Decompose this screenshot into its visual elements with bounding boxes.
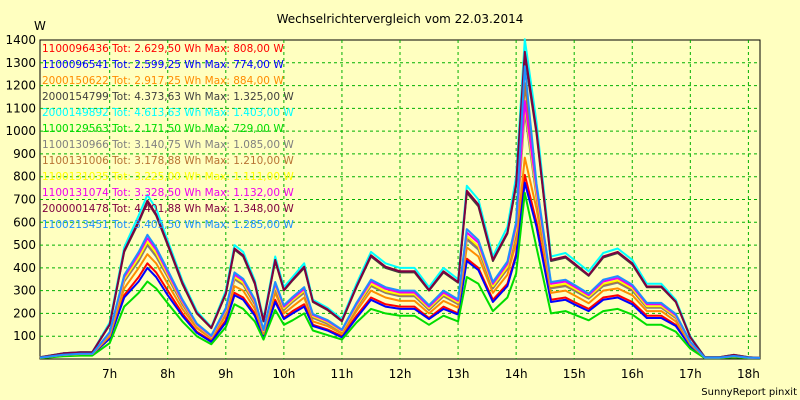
- legend-entry: 1100129563 Tot: 2.171,50 Wh Max: 729,00 …: [42, 123, 284, 135]
- legend: 1100096436 Tot: 2.629,50 Wh Max: 808,00 …: [42, 43, 294, 231]
- x-tick-label: 17h: [679, 367, 702, 381]
- y-tick-label: 1300: [5, 56, 36, 70]
- y-axis: 100 200 300 400 500 600 700 800 900 1000 1100 1200 1…: [5, 33, 36, 343]
- y-tick-label: 1100: [5, 101, 36, 115]
- chart-title: Wechselrichtervergleich vom 22.03.2014: [277, 12, 524, 26]
- x-tick-label: 10h: [272, 367, 295, 381]
- y-unit-label: W: [34, 19, 46, 33]
- legend-entry: 1100096436 Tot: 2.629,50 Wh Max: 808,00 …: [42, 43, 284, 55]
- credit-label: SunnyReport pinxit: [701, 387, 797, 398]
- x-tick-label: 15h: [563, 367, 586, 381]
- x-tick-label: 7h: [102, 367, 117, 381]
- grid-lines: [40, 40, 760, 359]
- x-tick-label: 8h: [160, 367, 175, 381]
- series-line: [39, 50, 761, 359]
- legend-entry: 2000154799 Tot: 4.373,63 Wh Max: 1.325,0…: [42, 91, 294, 103]
- legend-entry: 1100131006 Tot: 3.178,88 Wh Max: 1.210,0…: [42, 155, 294, 167]
- y-tick-label: 400: [13, 261, 36, 275]
- x-tick-label: 14h: [505, 367, 528, 381]
- legend-entry: 1100131074 Tot: 3.328,50 Wh Max: 1.132,0…: [42, 187, 294, 199]
- y-tick-label: 200: [13, 306, 36, 320]
- legend-entry: 1100131035 Tot: 3.225,00 Wh Max: 1.111,0…: [42, 171, 294, 183]
- x-tick-label: 18h: [737, 367, 760, 381]
- y-tick-label: 1400: [5, 33, 36, 47]
- legend-entry: 2000001478 Tot: 4.401,88 Wh Max: 1.348,0…: [42, 203, 294, 215]
- y-tick-label: 900: [13, 147, 36, 161]
- y-tick-label: 300: [13, 284, 36, 298]
- y-tick-label: 500: [13, 238, 36, 252]
- x-tick-label: 13h: [447, 367, 470, 381]
- x-axis: 7h 8h 9h 10h 11h 12h 13h 14h 15h 16h 17h 18h: [102, 367, 760, 381]
- series-line: [39, 65, 761, 359]
- series-line: [39, 181, 760, 359]
- legend-entry: 1100096541 Tot: 2.599,25 Wh Max: 774,00 …: [42, 59, 284, 71]
- y-tick-label: 1000: [5, 124, 36, 138]
- legend-entry: 1100213451 Tot: 3.405,50 Wh Max: 1.285,0…: [42, 219, 294, 231]
- y-tick-label: 700: [13, 193, 36, 207]
- x-tick-label: 12h: [389, 367, 412, 381]
- legend-entry: 1100130966 Tot: 3.140,75 Wh Max: 1.085,0…: [42, 139, 294, 151]
- y-tick-label: 1200: [5, 79, 36, 93]
- y-tick-label: 600: [13, 215, 36, 229]
- x-tick-label: 11h: [330, 367, 353, 381]
- x-tick-label: 9h: [218, 367, 233, 381]
- legend-entry: 2000149892 Tot: 4.613,63 Wh Max: 1.403,0…: [42, 107, 294, 119]
- y-tick-label: 800: [13, 170, 36, 184]
- legend-entry: 2000150622 Tot: 2.917,25 Wh Max: 884,00 …: [42, 75, 284, 87]
- y-tick-label: 100: [13, 329, 36, 343]
- series-line: [39, 156, 760, 359]
- series-line: [39, 38, 761, 359]
- x-tick-label: 16h: [621, 367, 644, 381]
- series-lines: [39, 38, 761, 360]
- series-line: [39, 191, 760, 360]
- series-line: [39, 173, 760, 359]
